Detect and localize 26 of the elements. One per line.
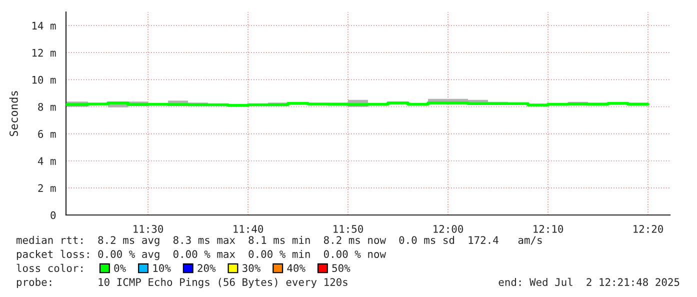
text: probe: 10 ICMP Echo Pings (56 Bytes) every 120s — [16, 278, 348, 288]
x-tick-label: 11:30 — [134, 224, 164, 233]
legend-title: loss color: — [16, 264, 82, 272]
x-tick-label: 12:20 — [634, 224, 663, 233]
y-tick-label: 0 — [50, 211, 56, 220]
text: packet loss: 0.00 % avg 0.00 % max 0.00 % min 0.00 % now — [16, 250, 386, 260]
y-tick-label: 10 m — [32, 76, 56, 84]
legend-label: 10% — [153, 264, 171, 272]
text: end: Wed Jul 2 12:21:48 2025 — [498, 278, 680, 286]
y-axis-title: Seconds — [9, 91, 18, 136]
legend-label: 0% — [114, 264, 126, 272]
legend-label: 30% — [242, 264, 260, 272]
y-tick-label: 14 m — [32, 22, 56, 30]
y-tick-label: 8 m — [38, 102, 56, 111]
x-tick-label: 12:00 — [434, 224, 464, 233]
text: median rtt: 8.2 ms avg 8.3 ms max 8.1 ms min 8.2 ms now 0.0 ms sd 172.4 am/s — [16, 236, 542, 246]
y-tick-label: 12 m — [32, 48, 56, 57]
y-tick-label: 2 m — [38, 184, 56, 192]
legend-label: 50% — [332, 264, 350, 272]
y-tick-label: 6 m — [38, 130, 56, 138]
x-tick-label: 11:40 — [234, 224, 264, 233]
x-tick-label: 12:10 — [534, 224, 564, 233]
legend-label: 20% — [198, 264, 216, 272]
legend-label: 40% — [287, 264, 306, 272]
x-tick-label: 11:50 — [334, 224, 363, 233]
y-tick-label: 4 m — [38, 157, 56, 165]
